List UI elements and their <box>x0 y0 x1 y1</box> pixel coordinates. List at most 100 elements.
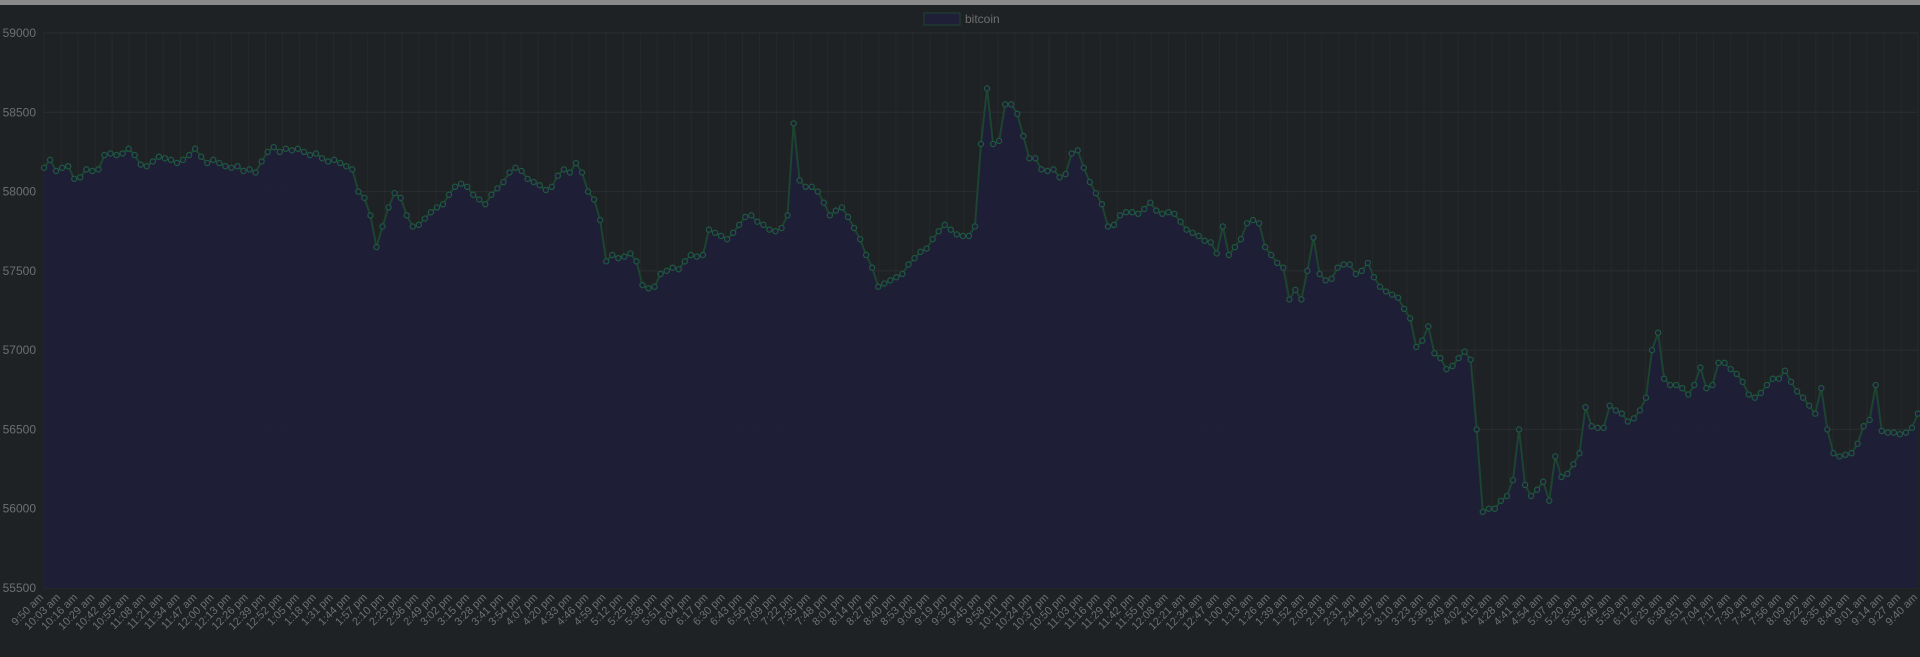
data-point[interactable] <box>258 158 265 165</box>
data-point[interactable] <box>1812 410 1819 417</box>
data-point[interactable] <box>1630 415 1638 422</box>
data-point[interactable] <box>609 251 616 259</box>
data-point[interactable] <box>995 137 1003 145</box>
data-point[interactable] <box>790 120 797 127</box>
data-point[interactable] <box>1666 381 1674 389</box>
data-point[interactable] <box>343 162 350 170</box>
data-point[interactable] <box>1195 232 1202 240</box>
data-point[interactable] <box>494 185 501 192</box>
data-point[interactable] <box>1787 378 1795 386</box>
data-point[interactable] <box>1261 243 1269 251</box>
data-point[interactable] <box>983 85 991 92</box>
data-point[interactable] <box>748 212 755 219</box>
data-point[interactable] <box>1691 381 1698 389</box>
data-point[interactable] <box>1866 416 1873 424</box>
data-point[interactable] <box>1509 476 1517 484</box>
data-point[interactable] <box>693 253 701 260</box>
data-point[interactable] <box>887 277 894 284</box>
data-point[interactable] <box>772 228 779 235</box>
data-point[interactable] <box>1624 418 1632 425</box>
data-point[interactable] <box>403 212 410 219</box>
data-point[interactable] <box>868 264 876 271</box>
data-point[interactable] <box>1394 294 1402 302</box>
data-point[interactable] <box>1437 354 1444 362</box>
data-point[interactable] <box>1376 283 1384 290</box>
data-point[interactable] <box>216 159 223 167</box>
data-point[interactable] <box>270 143 277 151</box>
data-point[interactable] <box>929 235 936 243</box>
data-point[interactable] <box>457 180 465 187</box>
data-point[interactable] <box>1020 132 1027 140</box>
data-point[interactable] <box>210 156 217 164</box>
data-point[interactable] <box>1721 359 1728 367</box>
data-point[interactable] <box>312 150 320 157</box>
data-point[interactable] <box>1781 367 1789 374</box>
data-point[interactable] <box>578 169 586 176</box>
data-point[interactable] <box>784 212 791 219</box>
data-point[interactable] <box>1014 110 1021 118</box>
data-point[interactable] <box>355 188 362 195</box>
data-point[interactable] <box>1727 365 1734 373</box>
data-point[interactable] <box>681 258 688 265</box>
data-point[interactable] <box>324 158 332 165</box>
data-point[interactable] <box>590 196 598 203</box>
data-point[interactable] <box>1177 218 1184 225</box>
data-point[interactable] <box>1044 167 1051 175</box>
data-point[interactable] <box>935 228 942 235</box>
data-point[interactable] <box>1340 261 1347 268</box>
data-point[interactable] <box>1032 155 1039 162</box>
data-point[interactable] <box>645 285 652 292</box>
data-point[interactable] <box>1733 370 1740 378</box>
data-point[interactable] <box>1086 178 1094 186</box>
data-point[interactable] <box>288 147 296 154</box>
data-point[interactable] <box>518 167 525 175</box>
data-point[interactable] <box>137 161 144 168</box>
data-point[interactable] <box>1116 212 1124 219</box>
data-point[interactable] <box>240 167 247 175</box>
data-point[interactable] <box>802 183 809 191</box>
legend-swatch-bitcoin[interactable] <box>923 12 961 26</box>
data-point[interactable] <box>1310 234 1317 241</box>
data-point[interactable] <box>536 182 543 189</box>
data-point[interactable] <box>1830 450 1837 457</box>
data-point[interactable] <box>1552 453 1559 460</box>
data-point[interactable] <box>838 204 846 211</box>
data-point[interactable] <box>234 162 241 170</box>
data-point[interactable] <box>1122 208 1130 216</box>
data-point[interactable] <box>554 172 562 179</box>
data-point[interactable] <box>1267 251 1275 259</box>
data-point[interactable] <box>1243 220 1251 227</box>
data-point[interactable] <box>1836 453 1843 460</box>
data-point[interactable] <box>1848 450 1855 457</box>
data-point[interactable] <box>228 164 235 171</box>
data-point[interactable] <box>627 250 634 257</box>
data-point[interactable] <box>1570 461 1577 468</box>
data-point[interactable] <box>125 145 132 152</box>
data-point[interactable] <box>1334 264 1341 271</box>
data-point[interactable] <box>1322 277 1329 284</box>
data-point[interactable] <box>1159 210 1166 217</box>
data-point[interactable] <box>1189 229 1196 236</box>
data-point[interactable] <box>107 150 114 157</box>
data-point[interactable] <box>856 235 864 243</box>
data-point[interactable] <box>596 216 604 224</box>
data-point[interactable] <box>1697 364 1704 371</box>
data-point[interactable] <box>1890 429 1898 436</box>
data-point[interactable] <box>1141 205 1148 213</box>
data-point[interactable] <box>1679 385 1686 392</box>
data-point[interactable] <box>1237 235 1245 243</box>
data-point[interactable] <box>306 151 314 159</box>
data-point[interactable] <box>584 188 592 195</box>
data-point[interactable] <box>651 283 658 290</box>
data-point[interactable] <box>1503 492 1511 500</box>
data-point[interactable] <box>143 162 150 170</box>
data-point[interactable] <box>1068 150 1075 157</box>
data-point[interactable] <box>1388 291 1396 298</box>
data-point[interactable] <box>953 231 961 238</box>
data-point[interactable] <box>1062 170 1069 178</box>
data-point[interactable] <box>1346 261 1353 268</box>
data-point[interactable] <box>506 169 513 176</box>
data-point[interactable] <box>482 201 489 208</box>
data-point[interactable] <box>1775 375 1783 382</box>
data-point[interactable] <box>1660 375 1668 382</box>
